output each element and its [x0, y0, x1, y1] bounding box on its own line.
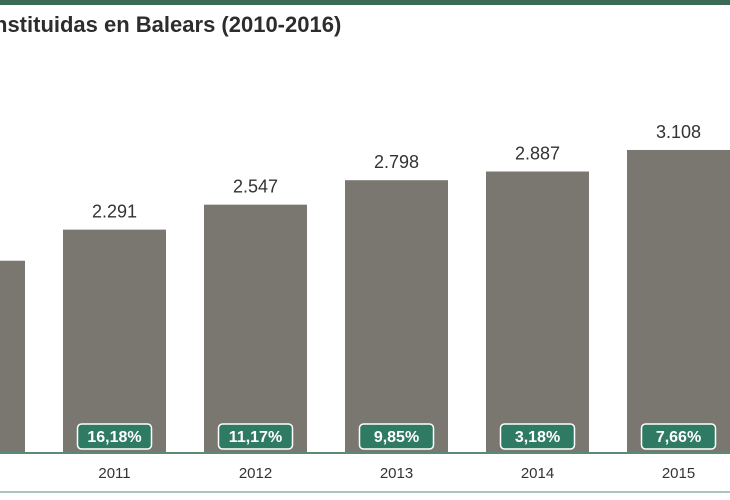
growth-label-2011: 16,18%	[87, 429, 141, 446]
bar-2015	[627, 149, 730, 453]
growth-label-2012: 11,17%	[229, 429, 282, 446]
x-tick-2013: 2013	[380, 465, 413, 482]
growth-badge-2012	[217, 423, 294, 450]
chart-title: nstituidas en Balears (2010-2016)	[0, 12, 342, 37]
bar-2011	[63, 229, 166, 453]
growth-badge-2014	[499, 423, 576, 450]
growth-badge-2011	[76, 423, 153, 450]
value-label-2014: 2.887	[515, 144, 560, 164]
value-label-2013: 2.798	[374, 152, 419, 172]
value-label-2012: 2.547	[233, 177, 278, 197]
growth-label-2014: 3,18%	[515, 429, 560, 446]
x-tick-2015: 2015	[662, 465, 695, 482]
growth-badge-2015	[640, 423, 717, 450]
x-tick-2011: 2011	[98, 465, 130, 482]
top-rule	[0, 0, 730, 5]
x-tick-2014: 2014	[521, 465, 554, 482]
value-label-2015: 3.108	[656, 122, 701, 142]
bar-2014	[486, 171, 589, 453]
bar-2012	[204, 204, 307, 453]
x-tick-2012: 2012	[239, 465, 272, 482]
growth-label-2013: 9,85%	[374, 429, 419, 446]
bar-2010	[0, 260, 25, 453]
bar-2013	[345, 180, 448, 453]
growth-label-2015: 7,66%	[656, 429, 701, 446]
value-label-2011: 2.291	[92, 202, 137, 222]
growth-badge-2013	[358, 423, 435, 450]
